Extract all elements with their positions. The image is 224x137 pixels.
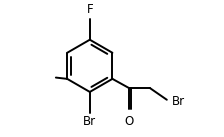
Text: O: O [124, 115, 134, 128]
Text: F: F [86, 3, 93, 16]
Text: Br: Br [171, 95, 185, 108]
Text: Br: Br [83, 115, 96, 128]
